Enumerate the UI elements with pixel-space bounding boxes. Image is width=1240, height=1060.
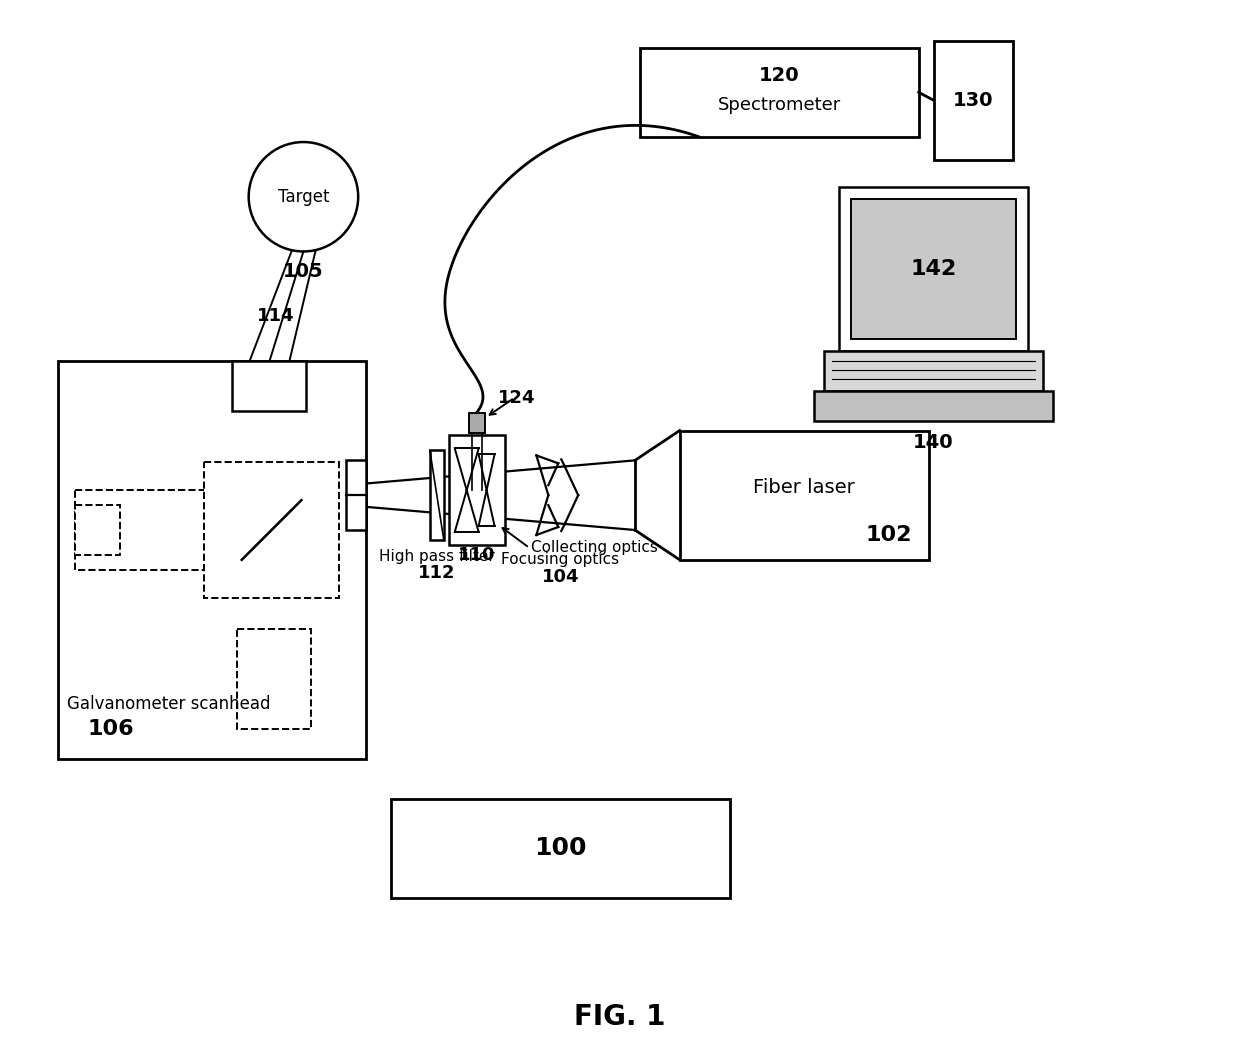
Text: Focusing optics: Focusing optics xyxy=(501,552,619,567)
Text: Galvanometer scanhead: Galvanometer scanhead xyxy=(67,695,272,713)
Text: 120: 120 xyxy=(759,66,800,85)
Text: FIG. 1: FIG. 1 xyxy=(574,1004,666,1031)
Bar xyxy=(680,430,929,560)
Bar xyxy=(839,187,1028,351)
Text: Fiber laser: Fiber laser xyxy=(753,478,856,497)
Text: 114: 114 xyxy=(257,307,294,325)
Text: 130: 130 xyxy=(954,91,993,110)
Bar xyxy=(76,506,120,554)
Bar xyxy=(346,460,366,530)
Text: 142: 142 xyxy=(910,259,957,279)
Bar xyxy=(237,630,311,729)
Circle shape xyxy=(249,142,358,251)
Bar xyxy=(449,436,505,545)
Text: 140: 140 xyxy=(914,432,954,452)
Bar xyxy=(232,360,306,410)
Text: Target: Target xyxy=(278,188,329,206)
Text: 105: 105 xyxy=(283,262,324,281)
Text: Collecting optics: Collecting optics xyxy=(532,541,658,555)
Bar xyxy=(934,40,1013,160)
Text: 102: 102 xyxy=(866,525,913,545)
Bar xyxy=(76,490,205,570)
Bar xyxy=(640,48,919,137)
Text: 112: 112 xyxy=(418,564,455,582)
Text: 100: 100 xyxy=(534,836,587,861)
Text: 106: 106 xyxy=(87,719,134,739)
Bar xyxy=(203,462,340,598)
Bar xyxy=(469,412,485,432)
Bar xyxy=(57,360,366,759)
Text: 124: 124 xyxy=(497,389,536,407)
Text: High pass filter: High pass filter xyxy=(379,549,495,564)
Bar xyxy=(430,450,444,540)
Bar xyxy=(815,391,1053,421)
Bar xyxy=(825,351,1043,391)
Text: Spectrometer: Spectrometer xyxy=(718,96,841,114)
Bar xyxy=(391,798,729,898)
Bar xyxy=(851,198,1017,339)
Text: 110: 110 xyxy=(458,546,496,564)
Text: 104: 104 xyxy=(542,568,579,586)
